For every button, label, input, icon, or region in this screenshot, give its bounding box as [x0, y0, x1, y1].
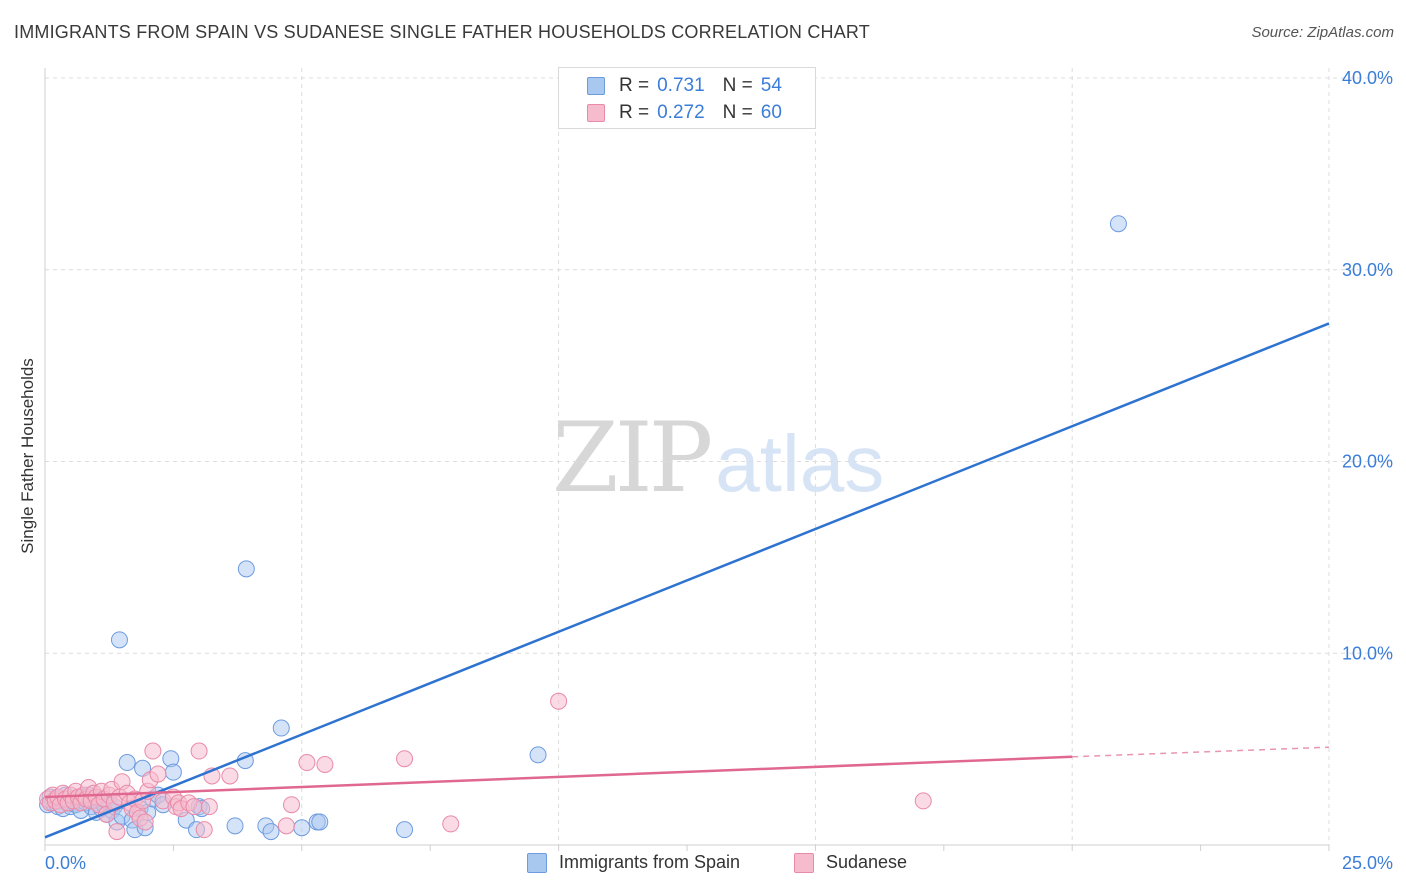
legend-spain-swatch [527, 853, 547, 873]
stats-row-spain: R = 0.731 N = 54 [587, 74, 782, 98]
source-credit: Source: ZipAtlas.com [1251, 24, 1394, 41]
grid-layer [45, 68, 1392, 845]
spain-point [529, 746, 547, 764]
sudanese-point [298, 754, 316, 772]
y-tick-label: 10.0% [1342, 643, 1393, 663]
spain-n-label: N = [722, 75, 753, 96]
tick-labels: 10.0% 20.0% 30.0% 40.0% 0.0% 25.0% [45, 68, 1393, 873]
sudanese-point [185, 798, 203, 816]
x-tick-label-end: 25.0% [1342, 853, 1393, 873]
stats-row-sudanese: R = 0.272 N = 60 [587, 101, 782, 125]
spain-swatch [587, 77, 605, 95]
spain-point [226, 817, 244, 835]
sudanese-point [221, 767, 239, 785]
spain-point [311, 813, 329, 831]
spain-point [262, 823, 280, 841]
sudanese-n-value: 60 [760, 102, 782, 123]
sudanese-point [283, 796, 301, 814]
axis-layer [44, 68, 1330, 851]
chart-title: IMMIGRANTS FROM SPAIN VS SUDANESE SINGLE… [14, 22, 870, 42]
y-tick-label: 30.0% [1342, 260, 1393, 280]
sudanese-point [396, 750, 414, 768]
sudanese-r-label: R = [619, 102, 650, 123]
sudanese-swatch [587, 104, 605, 122]
sudanese-n-label: N = [722, 102, 753, 123]
spain-trend-line [44, 322, 1330, 839]
sudanese-point [144, 742, 162, 760]
stats-legend: R = 0.731 N = 54 R = 0.272 N = 60 [558, 67, 816, 129]
sudanese-point [442, 815, 460, 833]
sudanese-point [190, 742, 208, 760]
legend-sudanese-label: Sudanese [826, 852, 908, 872]
spain-n-value: 54 [760, 75, 782, 96]
x-tick-label-start: 0.0% [45, 853, 86, 873]
sudanese-trend-extension [1072, 746, 1330, 758]
spain-point [272, 719, 290, 737]
sudanese-point [108, 823, 126, 841]
sudanese-point [914, 792, 932, 810]
spain-point [110, 631, 128, 649]
sudanese-point [277, 817, 295, 835]
y-tick-label: 40.0% [1342, 68, 1393, 88]
sudanese-point [195, 821, 213, 839]
legend-spain-label: Immigrants from Spain [559, 852, 741, 872]
legend-sudanese-swatch [794, 853, 814, 873]
y-tick-label: 20.0% [1342, 452, 1393, 472]
spain-point [396, 821, 414, 839]
spain-r-label: R = [619, 75, 650, 96]
sudanese-point [316, 755, 334, 773]
spain-point [1109, 215, 1127, 233]
sudanese-r-value: 0.272 [657, 102, 705, 123]
sudanese-point [200, 798, 218, 816]
spain-point [118, 754, 136, 772]
trend-layer [44, 322, 1330, 839]
sudanese-trend-line [44, 755, 1073, 799]
spain-point [237, 560, 255, 578]
spain-r-value: 0.731 [657, 75, 705, 96]
spain-point [164, 763, 182, 781]
sudanese-point [550, 692, 568, 710]
spain-point [293, 819, 311, 837]
sudanese-point [136, 813, 154, 831]
sudanese-point [149, 765, 167, 783]
